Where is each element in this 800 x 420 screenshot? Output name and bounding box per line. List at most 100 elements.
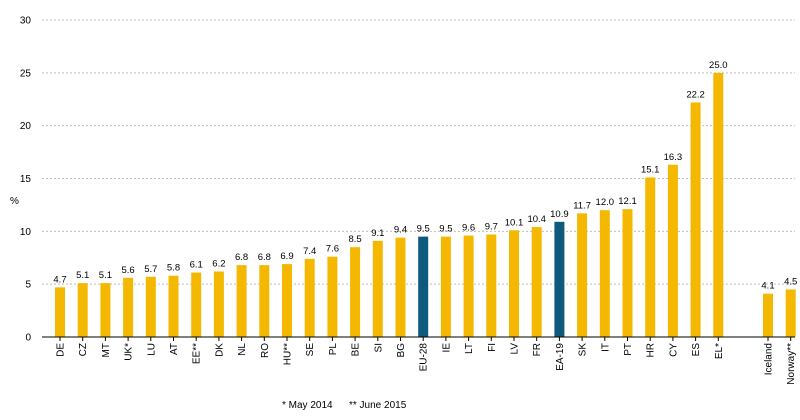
value-label: 4.1 [761,281,774,292]
bar-pl [327,256,338,337]
y-tick-label: 25 [20,68,32,79]
value-label: 9.6 [462,223,475,234]
bar-cy [667,164,678,337]
value-label: 6.1 [190,260,203,271]
x-tick-label: NL [237,343,248,356]
value-label: 12.0 [596,197,615,208]
x-tick-label: LT [464,343,475,354]
y-tick-label: 5 [25,280,31,291]
value-label: 5.1 [99,270,112,281]
value-label: 10.1 [505,217,524,228]
x-tick-label: FR [532,343,543,356]
footnote-may-2014: * May 2014 [282,400,333,411]
x-tick-label: EE** [192,343,203,364]
x-tick-label: DE [56,343,67,357]
y-tick-label: 20 [20,121,32,132]
bar-dk [213,271,224,337]
footnote-june-2015: ** June 2015 [349,400,407,411]
bar-se [304,258,315,337]
value-label: 4.7 [53,274,66,285]
x-tick-label: SE [305,343,316,357]
bar-hr [645,177,656,337]
value-label: 12.1 [618,196,637,207]
y-axis-label: % [10,196,19,207]
x-tick-label: BG [396,343,407,358]
value-label: 5.1 [76,270,89,281]
bar-it [599,210,610,337]
axes: 0 5 10 15 20 25 30 DE CZ MT UK* LU AT EE** DK NL RO HU** S… [20,16,797,385]
bar-es [690,102,701,337]
bar-nl [236,265,247,337]
bar-be [350,247,361,337]
x-tick-label: ES [691,343,702,357]
value-label: 9.4 [394,225,407,236]
x-tick-label: SI [373,343,384,352]
bar-cz [77,283,88,337]
bars [55,72,796,337]
bar-lt [463,235,474,337]
bar-fi [486,234,497,337]
bar-pt [622,209,633,337]
x-tick-label: EL* [714,343,725,359]
x-tick-label: EA-19 [555,343,566,371]
x-tick-label: HU** [283,343,294,365]
x-tick-label: AT [169,343,180,355]
value-label: 9.1 [371,228,384,239]
value-label: 9.5 [439,224,452,235]
value-label: 6.8 [258,252,271,263]
bar-mt [100,283,111,337]
bar-fr [531,227,542,337]
x-tick-label: SK [578,343,589,357]
x-tick-label: CY [668,343,679,357]
x-tick-label: FI [487,343,498,352]
x-tick-label: EU-28 [419,343,430,372]
value-label: 16.3 [664,152,683,163]
value-label: 11.7 [573,200,591,211]
x-tick-label: Iceland [764,343,775,375]
value-label: 15.1 [641,164,660,175]
x-tick-label: LU [146,343,157,356]
x-tick-label: CZ [78,343,89,356]
value-label: 8.5 [348,234,361,245]
x-tick-label: Norway** [786,343,797,385]
x-tick-label: RO [260,343,271,358]
bar-sk [577,213,588,337]
value-label: 5.6 [121,265,134,276]
y-tick-label: 10 [20,227,32,238]
value-label: 6.2 [212,258,225,269]
bar-el [713,72,724,337]
x-tick-label: IT [600,343,611,352]
y-tick-label: 15 [20,174,32,185]
bar-at [168,275,179,337]
y-tick-label: 30 [20,16,32,27]
value-label: 9.7 [485,222,498,233]
x-tick-label: HR [646,343,657,357]
value-label: 7.4 [303,246,316,257]
bar-si [372,240,383,337]
x-tick-label: PL [328,343,339,356]
value-labels: 4.7 5.1 5.1 5.6 5.7 5.8 6.1 6.2 6.8 6.8 6.9 7.4 7.6 8… [53,60,797,292]
bar-eu-28 [418,236,429,337]
bar-ee [191,272,202,337]
value-label: 25.0 [709,60,728,71]
x-tick-label: IE [441,343,452,353]
x-tick-label: DK [214,343,225,357]
value-label: 5.8 [167,263,180,274]
value-label: 5.7 [144,264,157,275]
x-tick-label: PT [623,343,634,356]
bar-hu [282,264,292,337]
x-tick-label: UK* [124,343,135,361]
value-label: 10.9 [550,209,569,220]
bar-de [55,287,65,337]
value-label: 10.4 [527,214,546,225]
y-tick-label: 0 [25,333,31,344]
value-label: 9.5 [417,224,430,235]
value-label: 22.2 [686,89,705,100]
bar-norway [785,289,796,337]
bar-ea-19 [554,221,565,337]
value-label: 6.9 [280,251,293,262]
x-tick-label: BE [351,343,362,357]
bar-lv [509,230,519,337]
bar-ro [259,265,270,337]
